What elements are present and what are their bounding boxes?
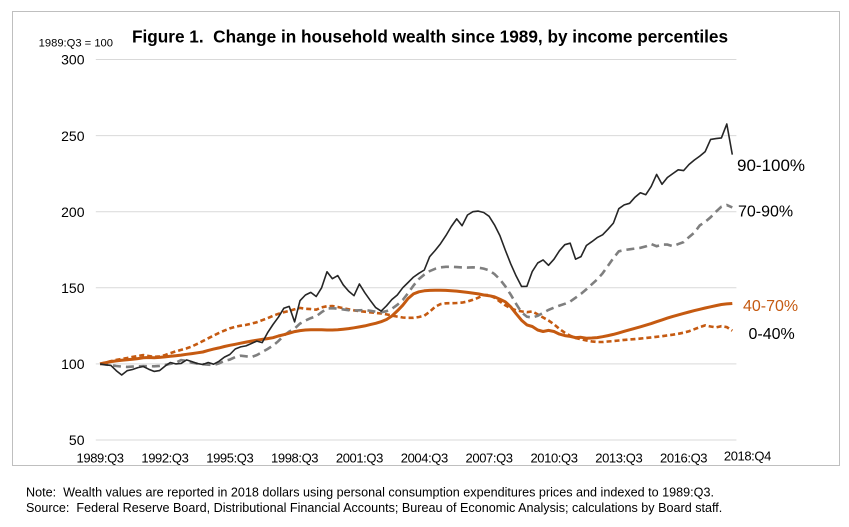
svg-text:1998:Q3: 1998:Q3 — [271, 451, 318, 466]
svg-text:70-90%: 70-90% — [738, 204, 793, 221]
svg-text:1992:Q3: 1992:Q3 — [141, 451, 188, 466]
svg-text:250: 250 — [61, 128, 85, 144]
svg-text:2013:Q3: 2013:Q3 — [595, 451, 642, 466]
svg-text:2007:Q3: 2007:Q3 — [466, 451, 513, 466]
svg-text:2010:Q3: 2010:Q3 — [530, 451, 577, 466]
svg-text:1989:Q3 = 100: 1989:Q3 = 100 — [39, 38, 113, 50]
svg-text:Figure 1. Change in household: Figure 1. Change in household wealth sin… — [132, 27, 728, 47]
svg-text:150: 150 — [61, 280, 85, 296]
svg-text:40-70%: 40-70% — [743, 298, 798, 315]
svg-text:2018:Q4: 2018:Q4 — [724, 449, 771, 464]
svg-text:50: 50 — [69, 432, 85, 448]
svg-text:Source: Federal Reserve Board: Source: Federal Reserve Board, Distribut… — [26, 501, 722, 515]
svg-text:2001:Q3: 2001:Q3 — [336, 451, 383, 466]
svg-text:2004:Q3: 2004:Q3 — [401, 451, 448, 466]
svg-text:90-100%: 90-100% — [737, 156, 805, 175]
svg-text:200: 200 — [61, 204, 85, 220]
svg-text:300: 300 — [61, 52, 85, 68]
svg-text:2016:Q3: 2016:Q3 — [660, 451, 707, 466]
svg-text:100: 100 — [61, 356, 85, 372]
svg-text:1989:Q3: 1989:Q3 — [77, 451, 124, 466]
svg-text:Note: Wealth values are repor: Note: Wealth values are reported in 2018… — [26, 486, 714, 500]
svg-text:1995:Q3: 1995:Q3 — [206, 451, 253, 466]
svg-text:0-40%: 0-40% — [749, 326, 795, 343]
